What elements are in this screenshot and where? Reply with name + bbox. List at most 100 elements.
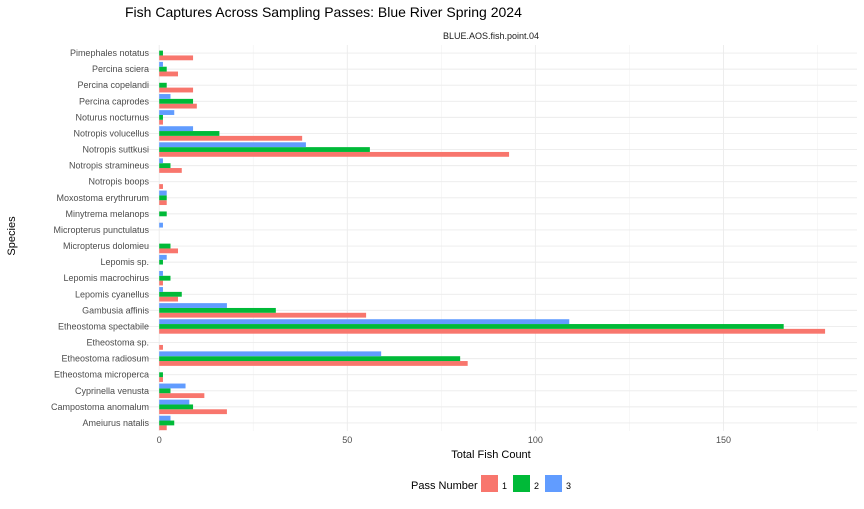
bar-lepomis-cyanellus-pass-2 [159,291,182,297]
y-tick-label-cyprinella-venusta: Cyprinella venusta [75,386,149,396]
bar-percina-copelandi-pass-2 [159,82,167,88]
chart-title: Fish Captures Across Sampling Passes: Bl… [125,4,522,20]
bar-percina-sciera-pass-1 [159,71,179,77]
y-tick-label-lepomis-sp: Lepomis sp. [100,257,149,267]
bar-noturus-nocturnus-pass-2 [159,114,163,120]
bar-lepomis-macrochirus-pass-1 [159,280,163,286]
bar-percina-sciera-pass-3 [159,61,163,67]
y-tick-label-etheostoma-radiosum: Etheostoma radiosum [61,354,149,364]
y-tick-label-lepomis-cyanellus: Lepomis cyanellus [75,289,150,299]
bar-cyprinella-venusta-pass-3 [159,383,186,389]
bar-moxostoma-erythrurum-pass-2 [159,195,167,201]
gridlines [125,45,857,431]
bar-lepomis-macrochirus-pass-2 [159,275,171,281]
bar-ameiurus-natalis-pass-2 [159,420,175,426]
bar-lepomis-sp-pass-2 [159,259,163,265]
bar-notropis-volucellus-pass-2 [159,131,220,136]
bar-notropis-boops-pass-1 [159,184,163,189]
y-tick-label-etheostoma-sp: Etheostoma sp. [86,338,149,348]
bar-gambusia-affinis-pass-2 [159,307,276,313]
legend: Pass Number 1 2 3 [411,475,571,492]
y-tick-label-notropis-volucellus: Notropis volucellus [73,128,149,138]
bar-campostoma-anomalum-pass-2 [159,404,194,410]
y-tick-label-noturus-nocturnus: Noturus nocturnus [75,112,149,122]
y-tick-label-gambusia-affinis: Gambusia affinis [82,305,149,315]
bar-lepomis-cyanellus-pass-1 [159,296,179,302]
bar-notropis-suttkusi-pass-1 [159,151,510,157]
x-tick-label: 150 [716,435,731,445]
bar-ameiurus-natalis-pass-1 [159,425,167,431]
bar-cyprinella-venusta-pass-2 [159,388,171,394]
y-tick-label-percina-caprodes: Percina caprodes [79,96,150,106]
bar-lepomis-macrochirus-pass-3 [159,270,163,276]
bar-notropis-stramineus-pass-2 [159,163,171,169]
bar-etheostoma-radiosum-pass-3 [159,351,382,357]
y-tick-label-campostoma-anomalum: Campostoma anomalum [51,402,149,412]
y-tick-label-ameiurus-natalis: Ameiurus natalis [82,418,149,428]
bar-minytrema-melanops-pass-2 [159,211,167,217]
bar-percina-sciera-pass-2 [159,66,167,72]
bar-moxostoma-erythrurum-pass-1 [159,200,167,206]
y-tick-label-percina-copelandi: Percina copelandi [77,80,149,90]
bar-lepomis-sp-pass-3 [159,254,167,260]
bar-pimephales-notatus-pass-2 [159,50,163,56]
bar-etheostoma-spectabile-pass-1 [159,328,826,334]
bar-percina-copelandi-pass-1 [159,87,194,93]
y-tick-label-notropis-suttkusi: Notropis suttkusi [82,145,149,155]
bar-notropis-volucellus-pass-3 [159,126,194,132]
legend-label-pass-3: 3 [566,481,571,491]
bar-etheostoma-spectabile-pass-3 [159,319,570,325]
bar-noturus-nocturnus-pass-3 [159,110,175,115]
bar-etheostoma-radiosum-pass-2 [159,356,461,362]
bar-etheostoma-sp-pass-1 [159,344,163,350]
bar-notropis-volucellus-pass-1 [159,135,303,141]
y-tick-label-moxostoma-erythrurum: Moxostoma erythrurum [56,193,149,203]
bar-campostoma-anomalum-pass-3 [159,399,190,405]
legend-key-pass-1 [481,475,498,492]
bar-notropis-stramineus-pass-1 [159,168,182,173]
bar-micropterus-dolomieu-pass-2 [159,243,171,249]
legend-key-pass-2 [513,475,530,492]
y-tick-label-notropis-boops: Notropis boops [88,177,149,187]
bar-etheostoma-microperca-pass-2 [159,372,163,378]
y-tick-label-minytrema-melanops: Minytrema melanops [65,209,149,219]
x-tick-labels: 0 50 100 150 [157,435,731,445]
y-tick-label-etheostoma-spectabile: Etheostoma spectabile [58,321,149,331]
x-tick-label: 0 [157,435,162,445]
y-tick-label-micropterus-punctulatus: Micropterus punctulatus [53,225,149,235]
bar-notropis-suttkusi-pass-2 [159,147,370,152]
bar-percina-caprodes-pass-1 [159,103,197,109]
bar-etheostoma-microperca-pass-1 [159,377,163,382]
bar-etheostoma-spectabile-pass-2 [159,324,784,329]
bar-pimephales-notatus-pass-1 [159,55,194,61]
x-tick-label: 50 [342,435,352,445]
x-tick-label: 100 [528,435,543,445]
bar-notropis-suttkusi-pass-3 [159,142,306,148]
y-tick-label-pimephales-notatus: Pimephales notatus [70,48,150,58]
bar-micropterus-dolomieu-pass-1 [159,248,179,254]
bar-campostoma-anomalum-pass-1 [159,409,227,415]
y-tick-label-notropis-stramineus: Notropis stramineus [69,161,150,171]
y-tick-label-lepomis-macrochirus: Lepomis macrochirus [63,273,149,283]
bar-cyprinella-venusta-pass-1 [159,393,205,399]
y-tick-label-micropterus-dolomieu: Micropterus dolomieu [63,241,149,251]
y-tick-labels: Pimephales notatus Percina sciera Percina … [51,48,150,428]
bar-gambusia-affinis-pass-1 [159,312,367,318]
y-tick-label-percina-sciera: Percina sciera [92,64,149,74]
bar-lepomis-cyanellus-pass-3 [159,287,163,292]
bar-ameiurus-natalis-pass-3 [159,415,171,421]
y-tick-label-etheostoma-microperca: Etheostoma microperca [54,370,149,380]
bar-notropis-stramineus-pass-3 [159,158,163,164]
facet-strip-label: BLUE.AOS.fish.point.04 [443,31,539,41]
legend-title: Pass Number [411,480,478,492]
bar-micropterus-punctulatus-pass-3 [159,222,163,228]
bar-noturus-nocturnus-pass-1 [159,119,163,125]
bar-percina-caprodes-pass-2 [159,98,194,104]
legend-label-pass-2: 2 [534,481,539,491]
bars [159,50,826,431]
bar-percina-caprodes-pass-3 [159,94,171,99]
bar-etheostoma-radiosum-pass-1 [159,361,468,366]
legend-key-pass-3 [545,475,562,492]
